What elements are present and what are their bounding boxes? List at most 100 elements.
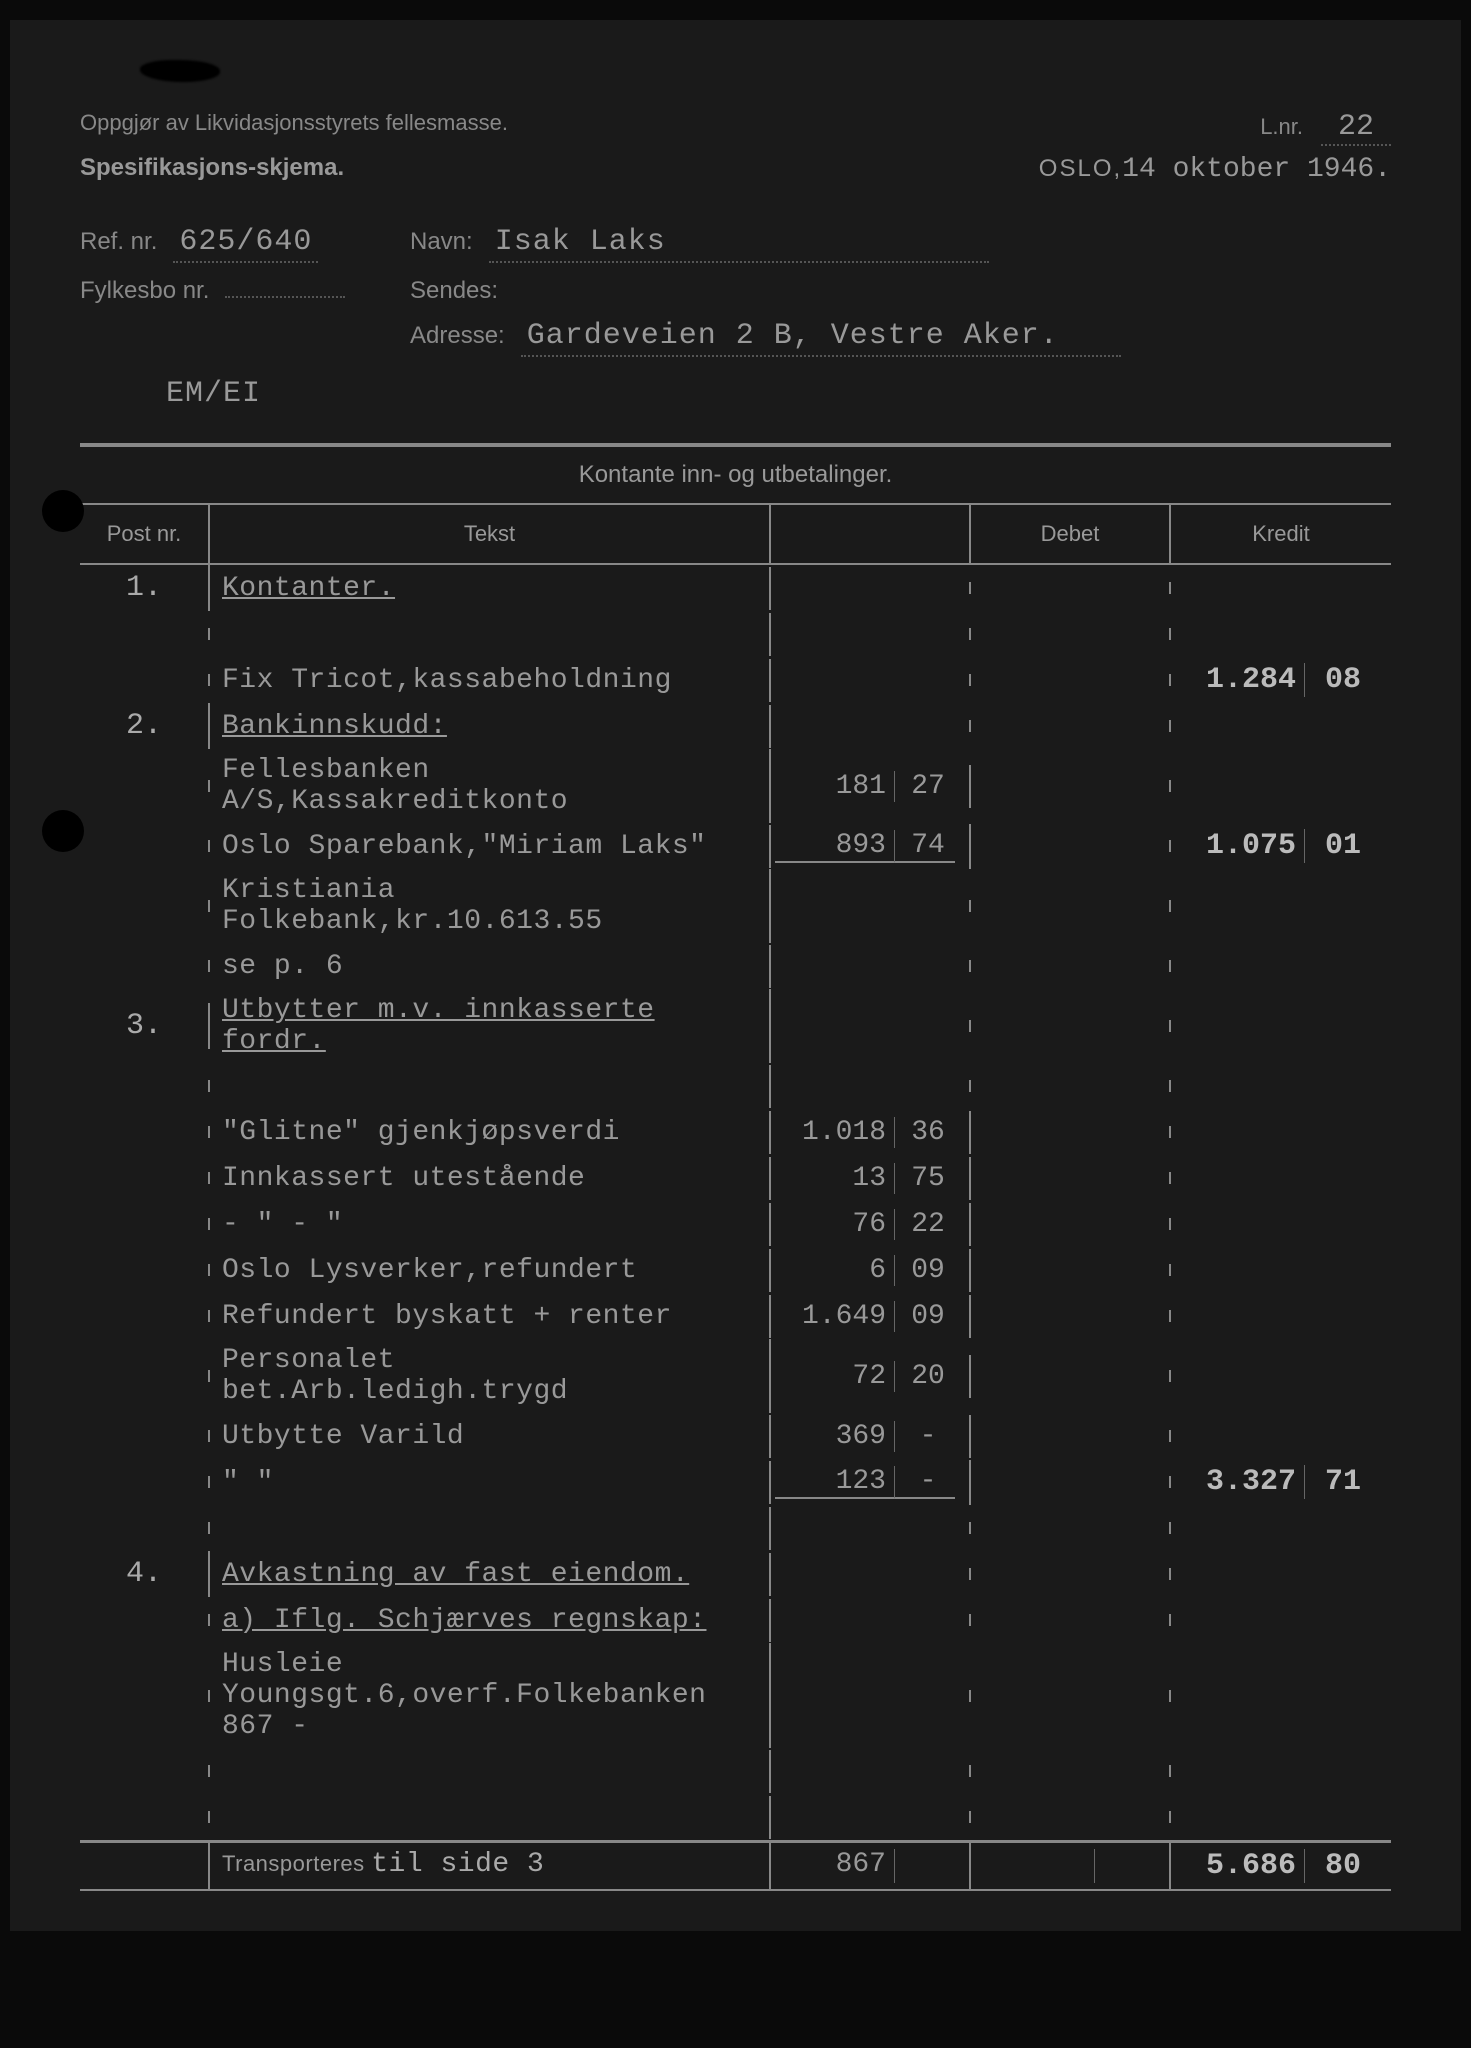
cell-tekst: Kristiania Folkebank,kr.10.613.55 bbox=[210, 869, 771, 943]
header-title: Oppgjør av Likvidasjonsstyrets fellesmas… bbox=[80, 110, 508, 146]
ledger-row: Husleie Youngsgt.6,overf.Folkebanken 867… bbox=[80, 1643, 1391, 1748]
cell-post bbox=[80, 840, 210, 852]
cell-sub bbox=[771, 960, 971, 972]
ledger-header-row: Post nr. Tekst Debet Kredit bbox=[80, 503, 1391, 565]
col-header-debet: Debet bbox=[971, 505, 1171, 563]
ledger-row: "Glitne" gjenkjøpsverdi1.01836 bbox=[80, 1109, 1391, 1155]
document-page: Oppgjør av Likvidasjonsstyrets fellesmas… bbox=[10, 20, 1461, 1931]
cell-debet bbox=[971, 1264, 1171, 1276]
cell-debet bbox=[971, 1614, 1171, 1626]
cell-post bbox=[80, 1264, 210, 1276]
cell-sub: 123- bbox=[771, 1460, 971, 1505]
ledger-rows: 1.Kontanter. Fix Tricot,kassabeholdning1… bbox=[80, 565, 1391, 1840]
cell-kredit bbox=[1171, 960, 1391, 972]
navn-label: Navn: bbox=[410, 228, 473, 256]
cell-kredit bbox=[1171, 1172, 1391, 1184]
cell-sub: 369- bbox=[771, 1415, 971, 1458]
ledger-row bbox=[80, 611, 1391, 657]
cell-post bbox=[80, 1310, 210, 1322]
footer-kredit-min: 80 bbox=[1305, 1849, 1375, 1883]
cell-kredit bbox=[1171, 1264, 1391, 1276]
ledger-row: 2.Bankinnskudd: bbox=[80, 703, 1391, 749]
cell-tekst: Fellesbanken A/S,Kassakreditkonto bbox=[210, 749, 771, 823]
cell-sub bbox=[771, 1765, 971, 1777]
cell-kredit bbox=[1171, 1020, 1391, 1032]
cell-tekst bbox=[210, 613, 771, 656]
punch-hole bbox=[42, 490, 84, 532]
cell-sub bbox=[771, 900, 971, 912]
cell-tekst: Refundert byskatt + renter bbox=[210, 1295, 771, 1338]
adresse-label: Adresse: bbox=[410, 322, 505, 350]
cell-tekst: a) Iflg. Schjærves regnskap: bbox=[210, 1599, 771, 1642]
cell-sub: 1375 bbox=[771, 1157, 971, 1200]
cell-tekst: Innkassert utestående bbox=[210, 1157, 771, 1200]
cell-kredit bbox=[1171, 1218, 1391, 1230]
cell-post bbox=[80, 1172, 210, 1184]
cell-debet bbox=[971, 720, 1171, 732]
cell-kredit bbox=[1171, 1614, 1391, 1626]
cell-debet bbox=[971, 1218, 1171, 1230]
cell-sub: 7220 bbox=[771, 1355, 971, 1398]
cell-kredit bbox=[1171, 1568, 1391, 1580]
ledger-row: " "123-3.32771 bbox=[80, 1459, 1391, 1505]
cell-kredit bbox=[1171, 582, 1391, 594]
cell-tekst: " " bbox=[210, 1461, 771, 1504]
cell-post: 2. bbox=[80, 703, 210, 749]
ledger-row: Innkassert utestående1375 bbox=[80, 1155, 1391, 1201]
cell-sub bbox=[771, 582, 971, 594]
cell-kredit bbox=[1171, 628, 1391, 640]
cell-kredit bbox=[1171, 1126, 1391, 1138]
cell-debet bbox=[971, 900, 1171, 912]
ledger-row: 1.Kontanter. bbox=[80, 565, 1391, 611]
cell-kredit bbox=[1171, 1811, 1391, 1823]
cell-post: 1. bbox=[80, 565, 210, 611]
ledger-row: Refundert byskatt + renter1.64909 bbox=[80, 1293, 1391, 1339]
cell-post bbox=[80, 674, 210, 686]
cell-kredit bbox=[1171, 900, 1391, 912]
cell-debet bbox=[971, 1370, 1171, 1382]
cell-sub bbox=[771, 1690, 971, 1702]
cell-tekst bbox=[210, 1065, 771, 1108]
cell-tekst: "Glitne" gjenkjøpsverdi bbox=[210, 1111, 771, 1154]
cell-kredit bbox=[1171, 1370, 1391, 1382]
footer-sub-maj: 867 bbox=[775, 1849, 895, 1883]
cell-debet bbox=[971, 1522, 1171, 1534]
ref-label: Ref. nr. bbox=[80, 228, 157, 256]
cell-sub bbox=[771, 1614, 971, 1626]
cell-kredit bbox=[1171, 1522, 1391, 1534]
cell-kredit bbox=[1171, 1080, 1391, 1092]
ledger-row: Fellesbanken A/S,Kassakreditkonto18127 bbox=[80, 749, 1391, 823]
cell-post bbox=[80, 1080, 210, 1092]
ledger-row: Fix Tricot,kassabeholdning1.28408 bbox=[80, 657, 1391, 703]
cell-sub: 609 bbox=[771, 1249, 971, 1292]
cell-debet bbox=[971, 1765, 1171, 1777]
sendes-value bbox=[514, 296, 526, 298]
cell-debet bbox=[971, 1020, 1171, 1032]
cell-post bbox=[80, 1690, 210, 1702]
cell-debet bbox=[971, 674, 1171, 686]
ledger-row: a) Iflg. Schjærves regnskap: bbox=[80, 1597, 1391, 1643]
header-line-1: Oppgjør av Likvidasjonsstyrets fellesmas… bbox=[80, 110, 1391, 146]
cell-tekst: Bankinnskudd: bbox=[210, 705, 771, 748]
cell-debet bbox=[971, 960, 1171, 972]
initials: EM/EI bbox=[160, 377, 1391, 413]
ledger-row: 3.Utbytter m.v. innkasserte fordr. bbox=[80, 989, 1391, 1063]
ledger-row bbox=[80, 1063, 1391, 1109]
cell-kredit bbox=[1171, 1690, 1391, 1702]
footer-kredit-maj: 5.686 bbox=[1175, 1849, 1305, 1883]
cell-sub: 18127 bbox=[771, 765, 971, 808]
cell-tekst bbox=[210, 1507, 771, 1550]
cell-kredit: 1.28408 bbox=[1171, 657, 1391, 703]
cell-post bbox=[80, 1476, 210, 1488]
cell-debet bbox=[971, 1690, 1171, 1702]
cell-tekst bbox=[210, 1750, 771, 1793]
cell-sub bbox=[771, 1522, 971, 1534]
ledger-row: Kristiania Folkebank,kr.10.613.55 bbox=[80, 869, 1391, 943]
cell-post bbox=[80, 628, 210, 640]
cell-debet bbox=[971, 1126, 1171, 1138]
cell-debet bbox=[971, 840, 1171, 852]
cell-post bbox=[80, 1430, 210, 1442]
adresse-value: Gardeveien 2 B, Vestre Aker. bbox=[521, 319, 1121, 357]
sendes-label: Sendes: bbox=[410, 277, 498, 305]
cell-debet bbox=[971, 1811, 1171, 1823]
